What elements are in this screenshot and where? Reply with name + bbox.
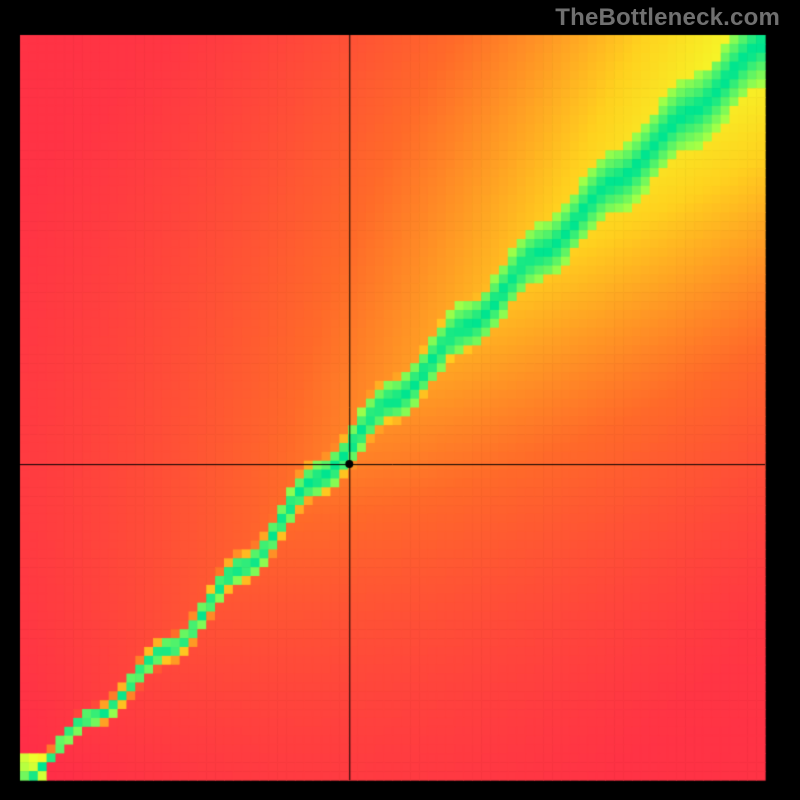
chart-container: TheBottleneck.com (0, 0, 800, 800)
bottleneck-heatmap (0, 0, 800, 800)
watermark-label: TheBottleneck.com (555, 4, 780, 32)
